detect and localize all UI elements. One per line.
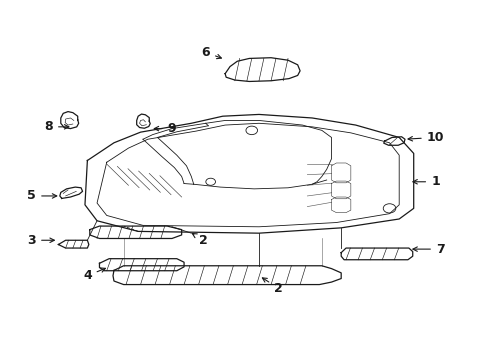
Text: 7: 7 bbox=[412, 243, 444, 256]
Text: 8: 8 bbox=[44, 120, 69, 133]
Text: 10: 10 bbox=[407, 131, 443, 144]
Text: 4: 4 bbox=[83, 268, 105, 282]
Text: 6: 6 bbox=[201, 46, 221, 59]
Text: 3: 3 bbox=[27, 234, 54, 247]
Text: 5: 5 bbox=[27, 189, 57, 202]
Text: 1: 1 bbox=[412, 175, 439, 188]
Text: 9: 9 bbox=[154, 122, 176, 135]
Text: 2: 2 bbox=[192, 234, 207, 247]
Text: 2: 2 bbox=[262, 278, 282, 294]
